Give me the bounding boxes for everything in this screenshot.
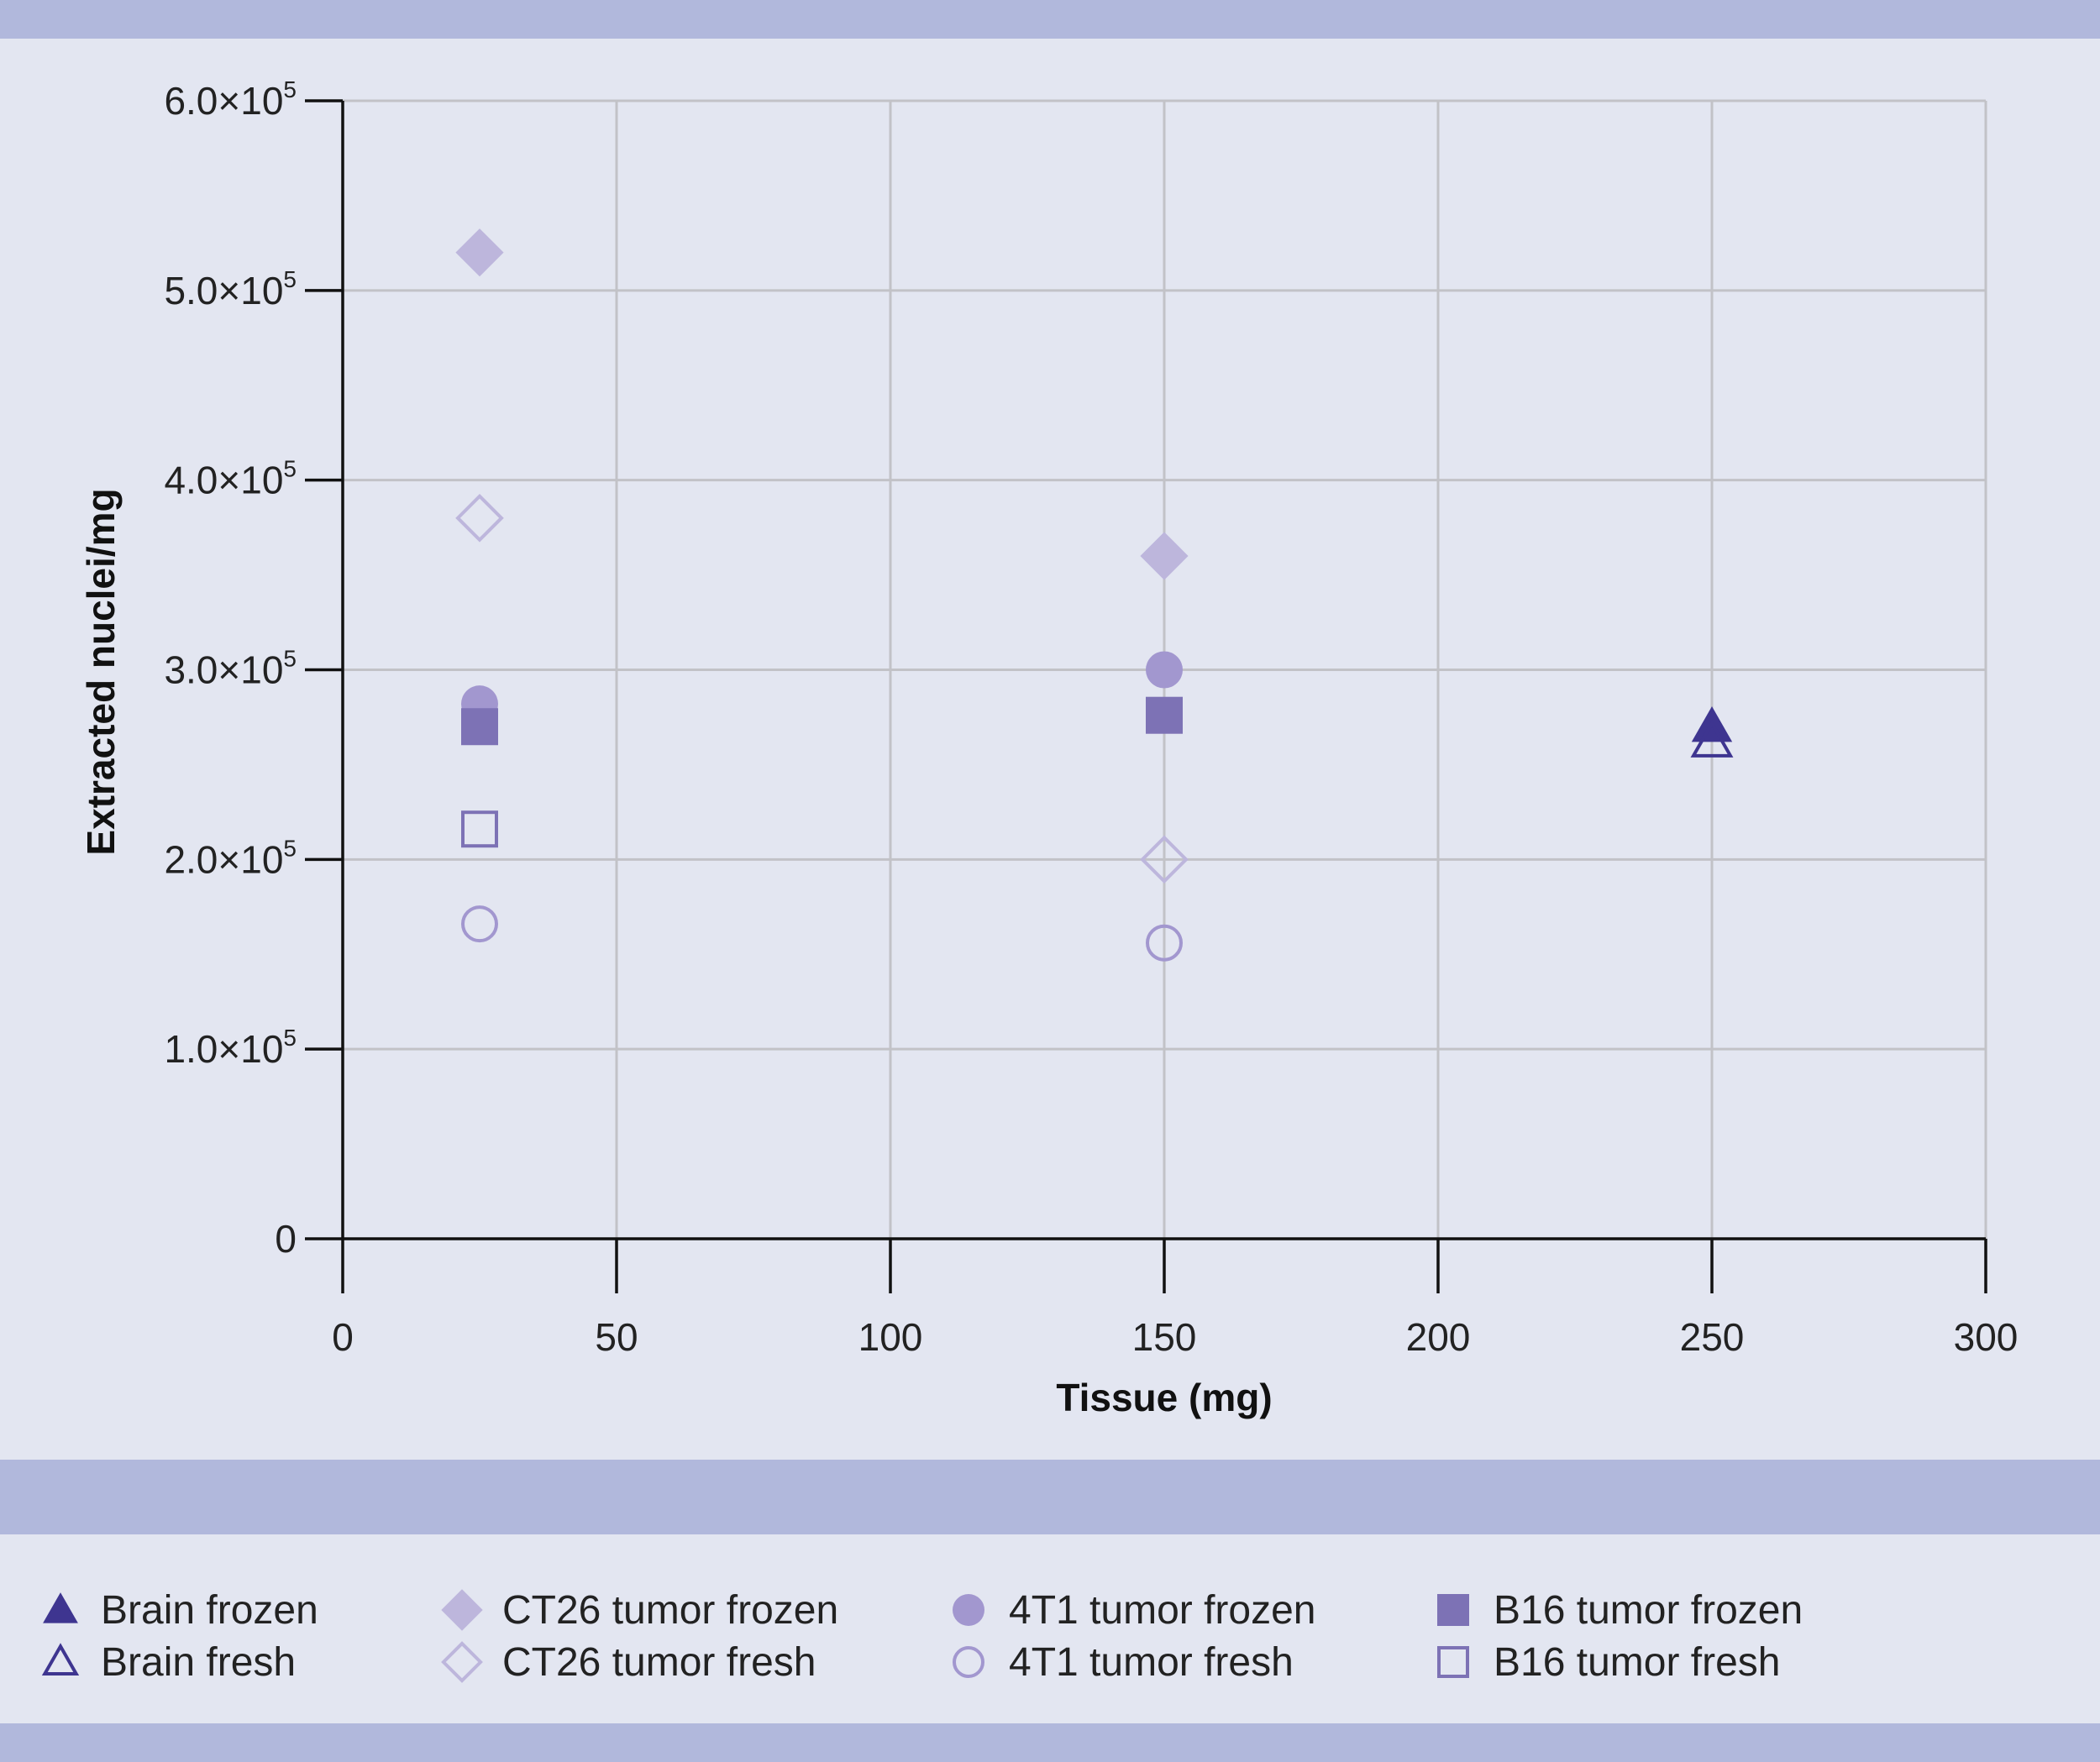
- legend-item-ct26-tumor-frozen: CT26 tumor frozen: [441, 1588, 838, 1633]
- y-tick-label: 5.0×105: [164, 266, 297, 312]
- middle-band: [0, 1460, 2100, 1534]
- legend-item-b16-tumor-fresh: B16 tumor fresh: [1437, 1640, 1780, 1685]
- legend-label: B16 tumor fresh: [1494, 1640, 1780, 1685]
- y-tick-label: 2.0×105: [164, 835, 297, 881]
- legend-item-4t1-tumor-frozen: 4T1 tumor frozen: [953, 1588, 1315, 1633]
- data-points: [455, 228, 1734, 962]
- data-point-brain-fresh: [1690, 720, 1734, 758]
- legend: Brain frozen Brain fresh CT26 tumor frozen…: [41, 1588, 1803, 1685]
- legend-item-b16-tumor-frozen: B16 tumor frozen: [1437, 1588, 1803, 1633]
- y-tick-label: 4.0×105: [164, 456, 297, 502]
- legend-marker: [43, 1592, 78, 1623]
- data-point-4t1-tumor-fresh: [1146, 924, 1183, 962]
- legend-label: CT26 tumor fresh: [502, 1640, 816, 1685]
- legend-marker: [441, 1589, 483, 1631]
- y-tick-label: 1.0×105: [164, 1025, 297, 1071]
- legend-label: CT26 tumor frozen: [502, 1588, 838, 1633]
- data-point-ct26-tumor-fresh: [1140, 835, 1189, 884]
- x-axis-title: Tissue (mg): [1056, 1376, 1272, 1419]
- legend-item-brain-frozen: Brain frozen: [43, 1588, 318, 1633]
- x-tick-label: 0: [332, 1315, 354, 1359]
- data-point-ct26-tumor-frozen: [1140, 532, 1189, 580]
- y-tick-label: 0: [275, 1217, 297, 1261]
- axes: [305, 99, 1987, 1293]
- y-tick-label: 3.0×105: [164, 646, 297, 692]
- legend-marker: [1437, 1646, 1469, 1678]
- x-tick-label: 250: [1680, 1315, 1745, 1359]
- data-point-4t1-tumor-fresh: [461, 905, 498, 943]
- x-tick-label: 100: [858, 1315, 923, 1359]
- legend-label: 4T1 tumor fresh: [1009, 1640, 1294, 1685]
- tick-labels: 0 50 100 150 200 250 300 0 1.0×105 2.0×105 3.0×105…: [164, 76, 2018, 1359]
- legend-label: 4T1 tumor frozen: [1009, 1588, 1315, 1633]
- legend-marker: [953, 1646, 984, 1678]
- legend-item-4t1-tumor-fresh: 4T1 tumor fresh: [953, 1640, 1294, 1685]
- bottom-band: [0, 1723, 2100, 1762]
- legend-label: Brain fresh: [101, 1640, 296, 1685]
- data-point-ct26-tumor-fresh: [455, 494, 504, 543]
- x-tick-label: 50: [595, 1315, 638, 1359]
- y-tick-label: 6.0×105: [164, 76, 297, 123]
- legend-marker: [953, 1594, 984, 1626]
- legend-label: B16 tumor frozen: [1494, 1588, 1803, 1633]
- x-tick-label: 200: [1406, 1315, 1471, 1359]
- data-point-b16-tumor-fresh: [461, 810, 498, 848]
- y-axis-title: Extracted nuclei/mg: [79, 488, 123, 855]
- legend-label: Brain frozen: [101, 1588, 318, 1633]
- legend-marker: [1437, 1594, 1469, 1626]
- data-point-b16-tumor-frozen: [1146, 696, 1183, 734]
- x-tick-label: 300: [1954, 1315, 2019, 1359]
- legend-marker: [41, 1643, 80, 1676]
- legend-marker: [441, 1641, 483, 1683]
- x-tick-label: 150: [1132, 1315, 1197, 1359]
- data-point-ct26-tumor-frozen: [455, 228, 504, 277]
- data-point-4t1-tumor-frozen: [1146, 651, 1183, 689]
- legend-item-ct26-tumor-fresh: CT26 tumor fresh: [441, 1640, 816, 1685]
- top-band: [0, 0, 2100, 39]
- data-point-b16-tumor-frozen: [461, 708, 498, 746]
- legend-item-brain-fresh: Brain fresh: [41, 1640, 296, 1685]
